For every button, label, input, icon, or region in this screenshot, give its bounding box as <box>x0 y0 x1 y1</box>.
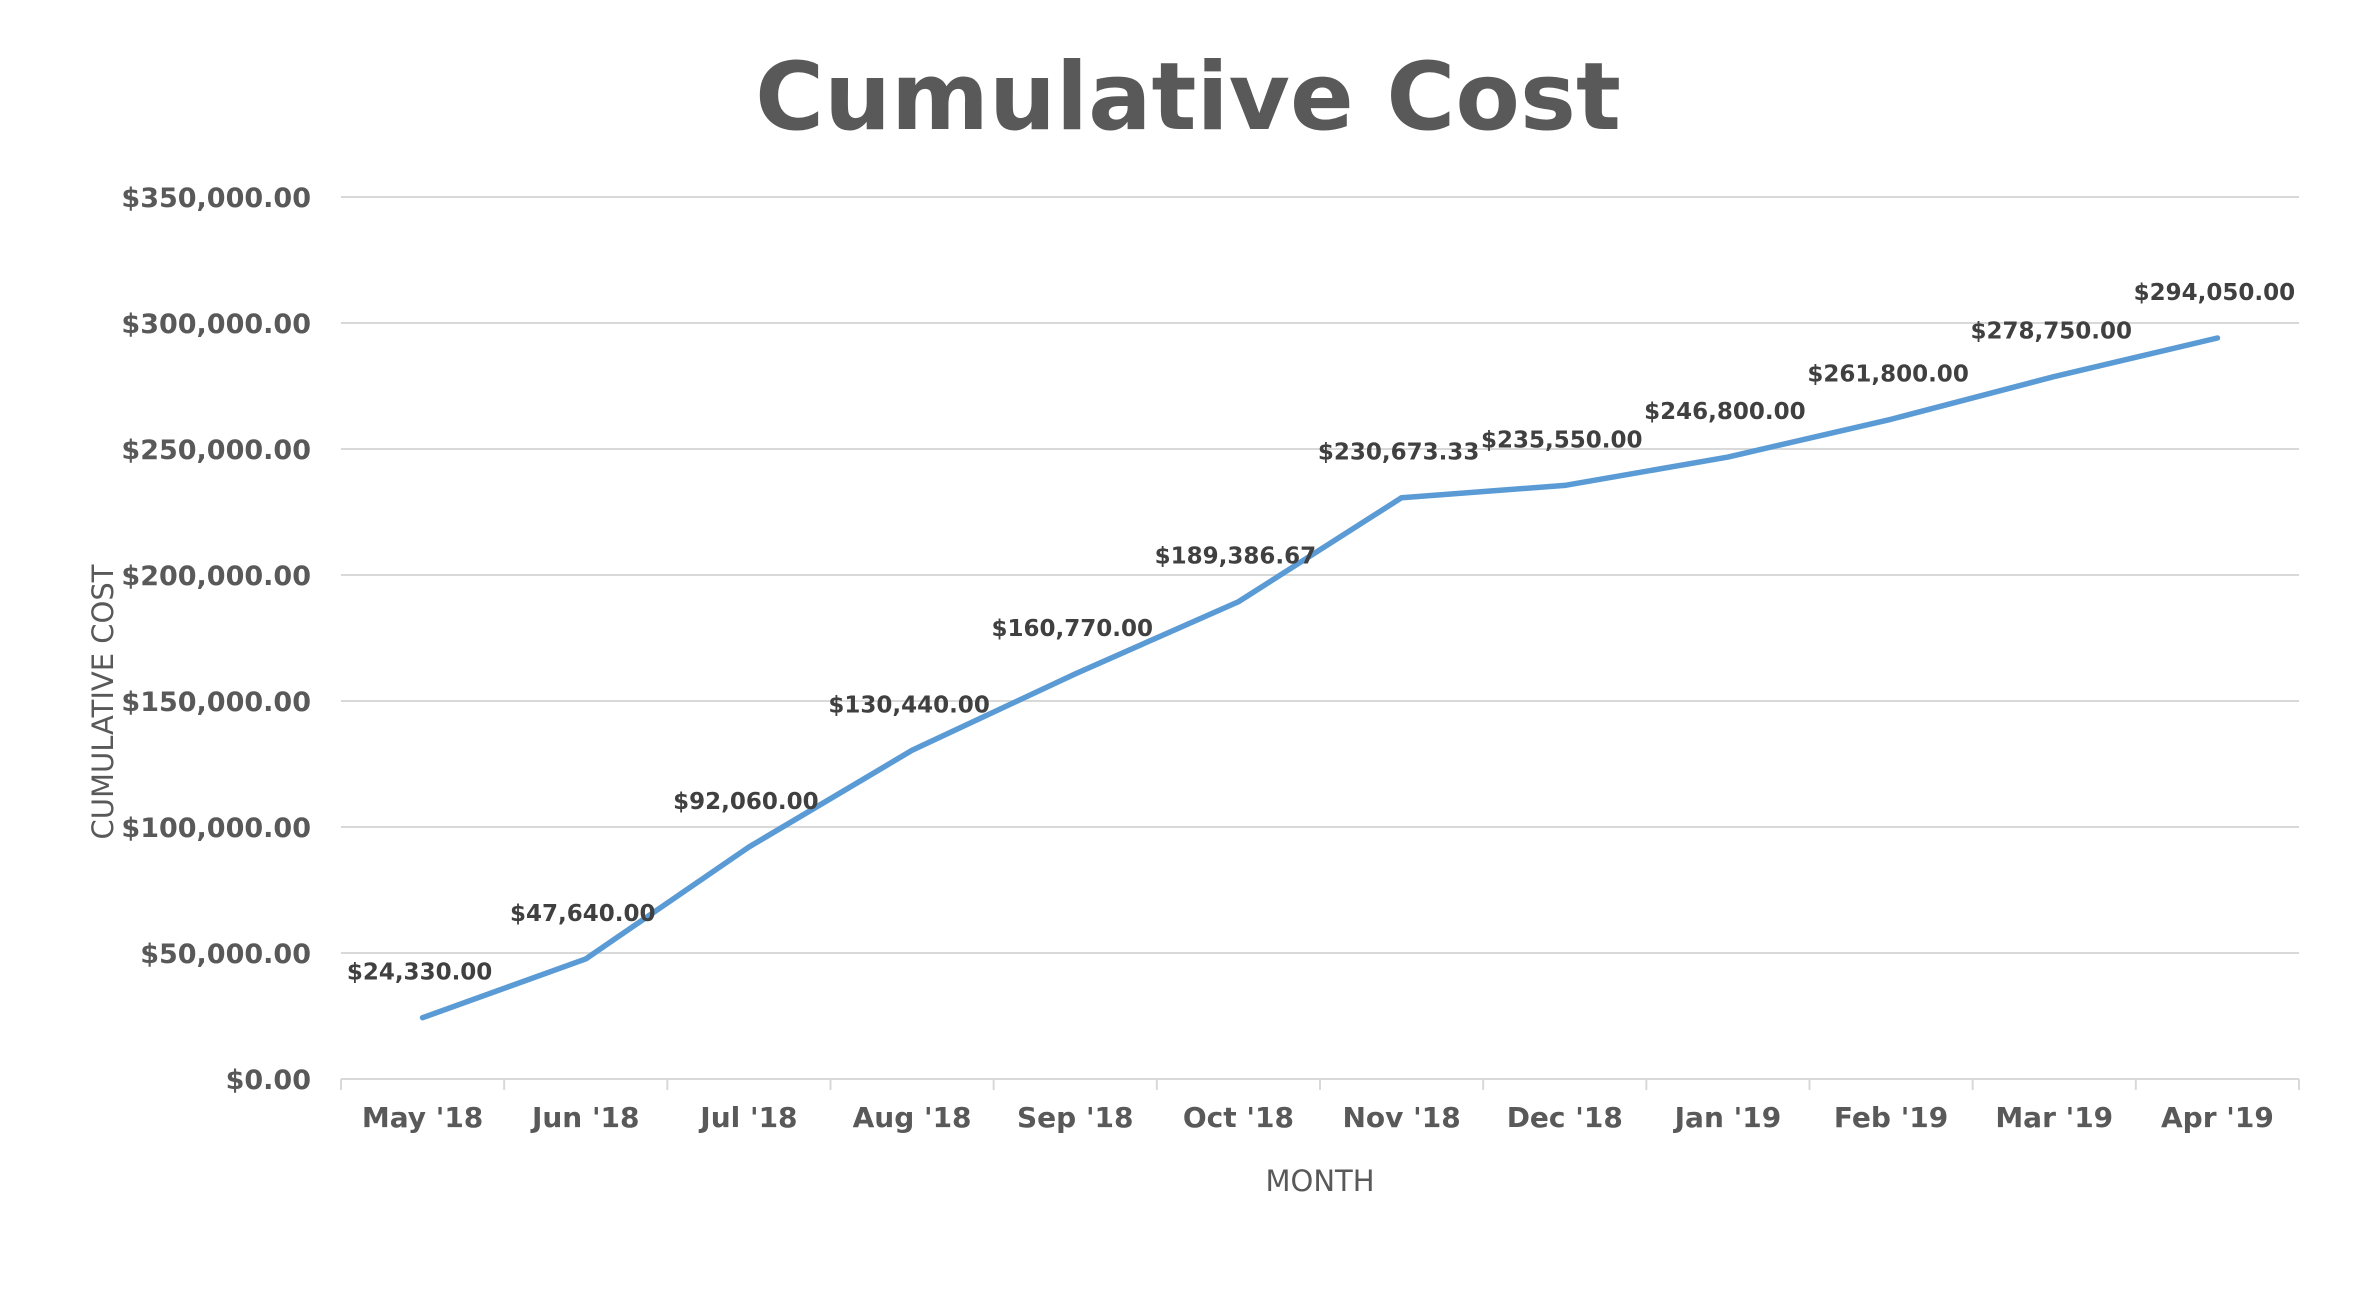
x-tick-label: Oct '18 <box>1183 1101 1294 1134</box>
x-tick-label: Dec '18 <box>1507 1101 1623 1134</box>
x-tick-label: Feb '19 <box>1834 1101 1948 1134</box>
y-axis-title: CUMULATIVE COST <box>86 564 120 839</box>
x-axis-tick-marks <box>340 1079 2300 1090</box>
data-label: $235,550.00 <box>1481 427 1643 453</box>
data-labels: $24,330.00 $47,640.00 $92,060.00 $130,440.0… <box>347 280 2295 986</box>
data-label: $246,800.00 <box>1644 399 1806 425</box>
data-point <box>1888 416 1894 422</box>
data-point <box>2214 335 2220 341</box>
data-point <box>1399 495 1405 501</box>
data-label: $278,750.00 <box>1970 319 2132 345</box>
data-point <box>1235 599 1241 605</box>
y-tick-label: $250,000.00 <box>121 435 311 466</box>
gridlines <box>341 196 2299 954</box>
x-tick-label: Jun '18 <box>530 1101 640 1134</box>
data-point <box>1562 482 1568 488</box>
data-point <box>583 956 589 962</box>
data-point <box>2051 374 2057 380</box>
data-label: $261,800.00 <box>1807 361 1969 387</box>
x-tick-label: Jul '18 <box>698 1101 797 1134</box>
x-tick-label: Nov '18 <box>1342 1101 1460 1134</box>
data-label: $160,770.00 <box>991 616 1153 642</box>
data-label: $294,050.00 <box>2134 280 2296 306</box>
x-tick-label: Aug '18 <box>853 1101 972 1134</box>
y-tick-label: $100,000.00 <box>121 813 311 844</box>
data-point <box>909 747 915 753</box>
data-point <box>1725 454 1731 460</box>
x-tick-label: May '18 <box>362 1101 483 1134</box>
x-tick-label: Apr '19 <box>2161 1101 2274 1134</box>
x-axis-tick-labels: May '18 Jun '18 Jul '18 Aug '18 Sep '18 Oct '… <box>362 1101 2274 1134</box>
data-label: $24,330.00 <box>347 960 493 986</box>
y-tick-label: $150,000.00 <box>121 687 311 718</box>
y-tick-label: $350,000.00 <box>121 183 311 214</box>
x-tick-label: Jan '19 <box>1673 1101 1782 1134</box>
x-axis-title: MONTH <box>1265 1164 1374 1198</box>
y-axis-tick-labels: $0.00 $50,000.00 $100,000.00 $150,000.00 $20… <box>121 183 311 1096</box>
x-tick-label: Mar '19 <box>1995 1101 2113 1134</box>
data-point <box>746 844 752 850</box>
data-label: $230,673.33 <box>1318 440 1480 466</box>
data-label: $189,386.67 <box>1155 544 1317 570</box>
series-line <box>419 335 2221 1021</box>
data-label: $47,640.00 <box>510 901 656 927</box>
data-point <box>1072 671 1078 677</box>
y-tick-label: $50,000.00 <box>140 939 311 970</box>
data-label: $92,060.00 <box>673 789 819 815</box>
y-tick-label: $300,000.00 <box>121 309 311 340</box>
data-point <box>420 1015 426 1021</box>
series-group <box>419 335 2221 1021</box>
y-tick-label: $0.00 <box>226 1065 311 1096</box>
data-label: $130,440.00 <box>828 692 990 718</box>
y-tick-label: $200,000.00 <box>121 561 311 592</box>
x-tick-label: Sep '18 <box>1017 1101 1133 1134</box>
chart-title: Cumulative Cost <box>755 43 1621 152</box>
